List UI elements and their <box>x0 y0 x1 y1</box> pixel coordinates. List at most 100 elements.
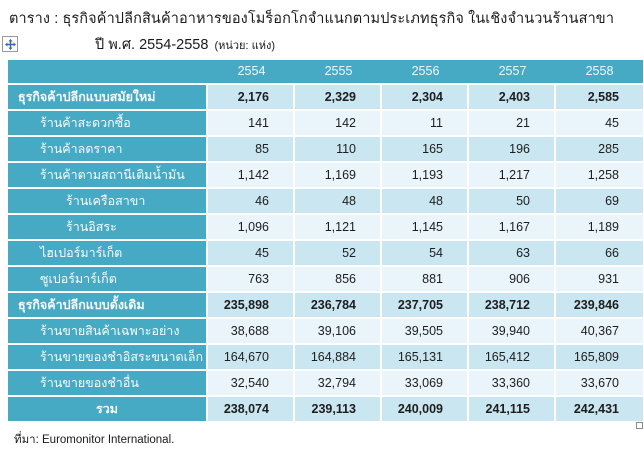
value-cell: 763 <box>208 267 293 291</box>
table-subtitle: ปี พ.ศ. 2554-2558 (หน่วย: แห่ง) <box>95 33 275 56</box>
value-cell: 39,940 <box>469 319 554 343</box>
value-cell: 237,705 <box>382 293 467 317</box>
value-cell: 63 <box>469 241 554 265</box>
value-cell: 285 <box>556 137 643 161</box>
value-cell: 1,189 <box>556 215 643 239</box>
value-cell: 242,431 <box>556 397 643 421</box>
value-cell: 32,794 <box>295 371 380 395</box>
year-header-cell: 2557 <box>498 64 527 78</box>
value-cell: 1,169 <box>295 163 380 187</box>
year-header-cell: 2555 <box>324 64 353 78</box>
row-label: ร้านเครือสาขา <box>8 189 206 213</box>
value-cell: 33,360 <box>469 371 554 395</box>
value-cell: 69 <box>556 189 643 213</box>
row-label: ร้านค้าตามสถานีเติมน้ำมัน <box>8 163 206 187</box>
value-cell: 54 <box>382 241 467 265</box>
table-row: ร้านเครือสาขา 46 48 48 50 69 <box>8 189 643 213</box>
retail-data-table: 2554 2555 2556 2557 2558 ธุรกิจค้าปลีกแบบสมั… <box>8 60 643 423</box>
value-cell: 38,688 <box>208 319 293 343</box>
row-label: ร้านอิสระ <box>8 215 206 239</box>
value-cell: 196 <box>469 137 554 161</box>
table-row: ธุรกิจค้าปลีกแบบดั้งเดิม 235,898 236,784 23… <box>8 293 643 317</box>
value-cell: 1,193 <box>382 163 467 187</box>
value-cell: 931 <box>556 267 643 291</box>
value-cell: 50 <box>469 189 554 213</box>
value-cell: 1,145 <box>382 215 467 239</box>
value-cell: 165,131 <box>382 345 467 369</box>
value-cell: 141 <box>208 111 293 135</box>
value-cell: 1,167 <box>469 215 554 239</box>
value-cell: 1,258 <box>556 163 643 187</box>
value-cell: 1,121 <box>295 215 380 239</box>
year-header-cell: 2556 <box>411 64 440 78</box>
table-title: ตาราง : ธุรกิจค้าปลีกสินค้าอาหารของโมร็อ… <box>9 11 615 27</box>
value-cell: 1,096 <box>208 215 293 239</box>
value-cell: 21 <box>469 111 554 135</box>
row-label: ร้านค้าสะดวกซื้อ <box>8 111 206 135</box>
value-cell: 39,505 <box>382 319 467 343</box>
value-cell: 11 <box>382 111 467 135</box>
header-label-spacer <box>8 60 208 83</box>
value-cell: 856 <box>295 267 380 291</box>
value-cell: 238,074 <box>208 397 293 421</box>
row-label: ร้านขายของชำอิสระขนาดเล็ก <box>8 345 206 369</box>
row-label: ซูเปอร์มาร์เก็ต <box>8 267 206 291</box>
value-cell: 142 <box>295 111 380 135</box>
source-note: ที่มา: Euromonitor International. <box>14 434 175 446</box>
table-body: ธุรกิจค้าปลีกแบบสมัยใหม่ 2,176 2,329 2,304 2… <box>8 85 643 421</box>
value-cell: 45 <box>556 111 643 135</box>
row-label: ร้านขายสินค้าเฉพาะอย่าง <box>8 319 206 343</box>
table-row: รวม 238,074 239,113 240,009 241,115 242,431 <box>8 397 643 421</box>
value-cell: 238,712 <box>469 293 554 317</box>
value-cell: 66 <box>556 241 643 265</box>
value-cell: 85 <box>208 137 293 161</box>
table-row: ซูเปอร์มาร์เก็ต 763 856 881 906 931 <box>8 267 643 291</box>
value-cell: 239,113 <box>295 397 380 421</box>
value-cell: 165,809 <box>556 345 643 369</box>
value-cell: 52 <box>295 241 380 265</box>
table-row: ร้านขายของชำอิสระขนาดเล็ก 164,670 164,884 1… <box>8 345 643 369</box>
four-arrow-move-icon <box>4 38 16 50</box>
value-cell: 1,142 <box>208 163 293 187</box>
value-cell: 45 <box>208 241 293 265</box>
year-header-cell: 2558 <box>585 64 614 78</box>
table-move-handle-icon[interactable] <box>2 36 18 52</box>
value-cell: 165 <box>382 137 467 161</box>
value-cell: 110 <box>295 137 380 161</box>
value-cell: 164,884 <box>295 345 380 369</box>
table-row: ร้านค้าลดราคา 85 110 165 196 285 <box>8 137 643 161</box>
value-cell: 241,115 <box>469 397 554 421</box>
value-cell: 2,304 <box>382 85 467 109</box>
value-cell: 906 <box>469 267 554 291</box>
table-row: ร้านขายสินค้าเฉพาะอย่าง 38,688 39,106 39,50… <box>8 319 643 343</box>
table-row: ไฮเปอร์มาร์เก็ต 45 52 54 63 66 <box>8 241 643 265</box>
value-cell: 235,898 <box>208 293 293 317</box>
unit-note: (หน่วย: แห่ง) <box>214 40 275 52</box>
row-label: ธุรกิจค้าปลีกแบบดั้งเดิม <box>8 293 206 317</box>
row-label: รวม <box>8 397 206 421</box>
row-label: ไฮเปอร์มาร์เก็ต <box>8 241 206 265</box>
value-cell: 240,009 <box>382 397 467 421</box>
value-cell: 2,329 <box>295 85 380 109</box>
value-cell: 164,670 <box>208 345 293 369</box>
table-row: ธุรกิจค้าปลีกแบบสมัยใหม่ 2,176 2,329 2,304 2… <box>8 85 643 109</box>
value-cell: 2,403 <box>469 85 554 109</box>
value-cell: 33,670 <box>556 371 643 395</box>
table-resize-handle-icon[interactable] <box>636 422 643 429</box>
value-cell: 32,540 <box>208 371 293 395</box>
table-row: ร้านอิสระ 1,096 1,121 1,145 1,167 1,189 <box>8 215 643 239</box>
year-header-row: 2554 2555 2556 2557 2558 <box>8 60 643 83</box>
value-cell: 2,585 <box>556 85 643 109</box>
year-header-cell: 2554 <box>237 64 266 78</box>
value-cell: 33,069 <box>382 371 467 395</box>
value-cell: 48 <box>295 189 380 213</box>
table-row: ร้านค้าสะดวกซื้อ 141 142 11 21 45 <box>8 111 643 135</box>
value-cell: 48 <box>382 189 467 213</box>
value-cell: 165,412 <box>469 345 554 369</box>
value-cell: 236,784 <box>295 293 380 317</box>
table-row: ร้านค้าตามสถานีเติมน้ำมัน 1,142 1,169 1,193… <box>8 163 643 187</box>
subtitle-years: ปี พ.ศ. 2554-2558 <box>95 37 209 53</box>
value-cell: 46 <box>208 189 293 213</box>
table-row: ร้านขายของชำอื่น 32,540 32,794 33,069 33,360… <box>8 371 643 395</box>
value-cell: 1,217 <box>469 163 554 187</box>
